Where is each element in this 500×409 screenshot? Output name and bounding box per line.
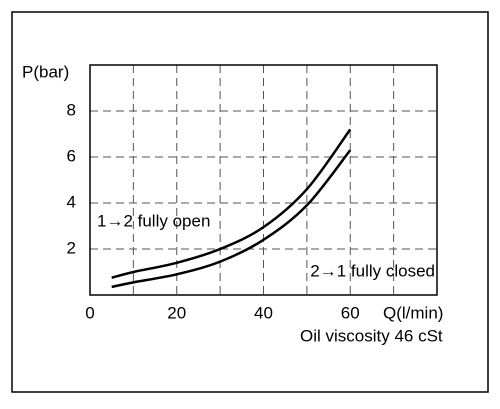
x-axis-label: Q(l/min) [383, 303, 443, 322]
y-tick-label: 8 [67, 100, 76, 119]
frame [11, 11, 489, 393]
y-tick-label: 2 [67, 238, 76, 257]
y-axis-label: P(bar) [22, 62, 69, 81]
x-tick-label: 20 [167, 303, 186, 322]
curve-label: 2→1 fully closed [310, 261, 435, 280]
note: Oil viscosity 46 cSt [300, 326, 443, 345]
curve [111, 128, 352, 279]
x-tick-label: 0 [85, 303, 94, 322]
y-tick-label: 6 [67, 146, 76, 165]
x-tick-label: 60 [341, 303, 360, 322]
y-tick-label: 4 [67, 192, 76, 211]
x-tick-label: 40 [254, 303, 273, 322]
plot-area [89, 64, 438, 296]
curve-label: 1→2 fully open [97, 211, 210, 230]
curve [111, 149, 352, 289]
